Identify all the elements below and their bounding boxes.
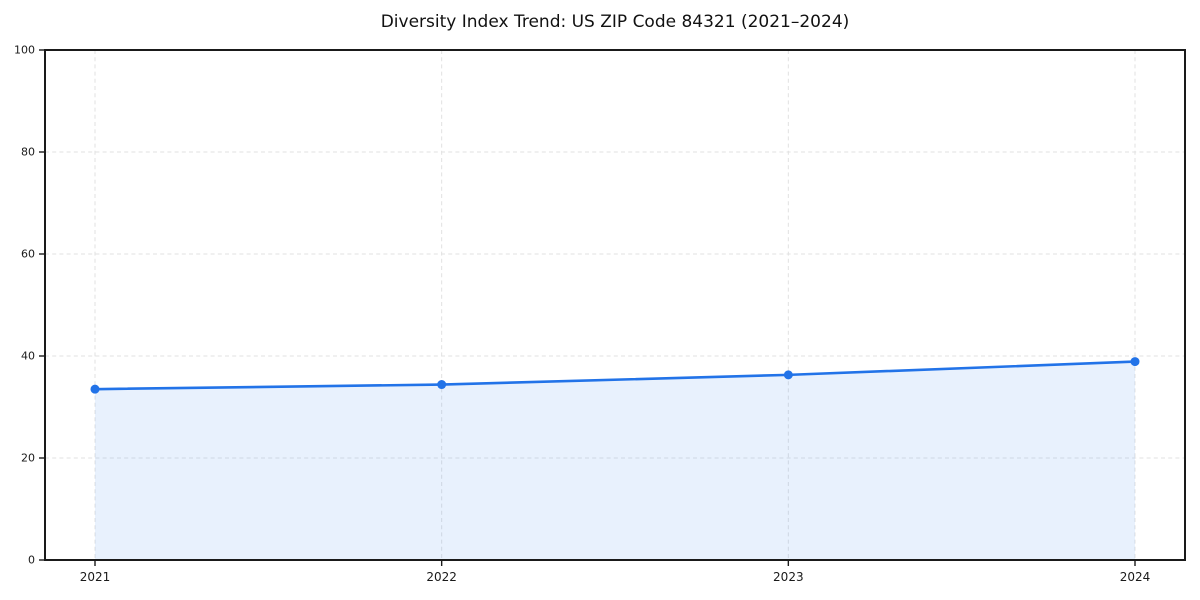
data-point	[783, 370, 793, 380]
data-point	[437, 380, 447, 390]
y-tick-label: 80	[21, 146, 35, 159]
data-point	[90, 384, 100, 394]
x-tick-label: 2021	[80, 570, 111, 584]
trend-line	[93, 360, 1137, 391]
plot-border	[44, 49, 1186, 561]
area-fill	[95, 361, 1135, 560]
x-tick-label: 2022	[426, 570, 457, 584]
y-tick-label: 40	[21, 350, 35, 363]
data-point	[1130, 357, 1140, 367]
y-tick-label: 20	[21, 452, 35, 465]
y-tick-label: 0	[28, 554, 35, 567]
x-tick-label: 2023	[773, 570, 804, 584]
y-tick-label: 100	[14, 44, 35, 57]
chart-title: Diversity Index Trend: US ZIP Code 84321…	[380, 12, 850, 32]
y-tick-label: 60	[21, 248, 35, 261]
x-tick-label: 2024	[1120, 570, 1151, 584]
